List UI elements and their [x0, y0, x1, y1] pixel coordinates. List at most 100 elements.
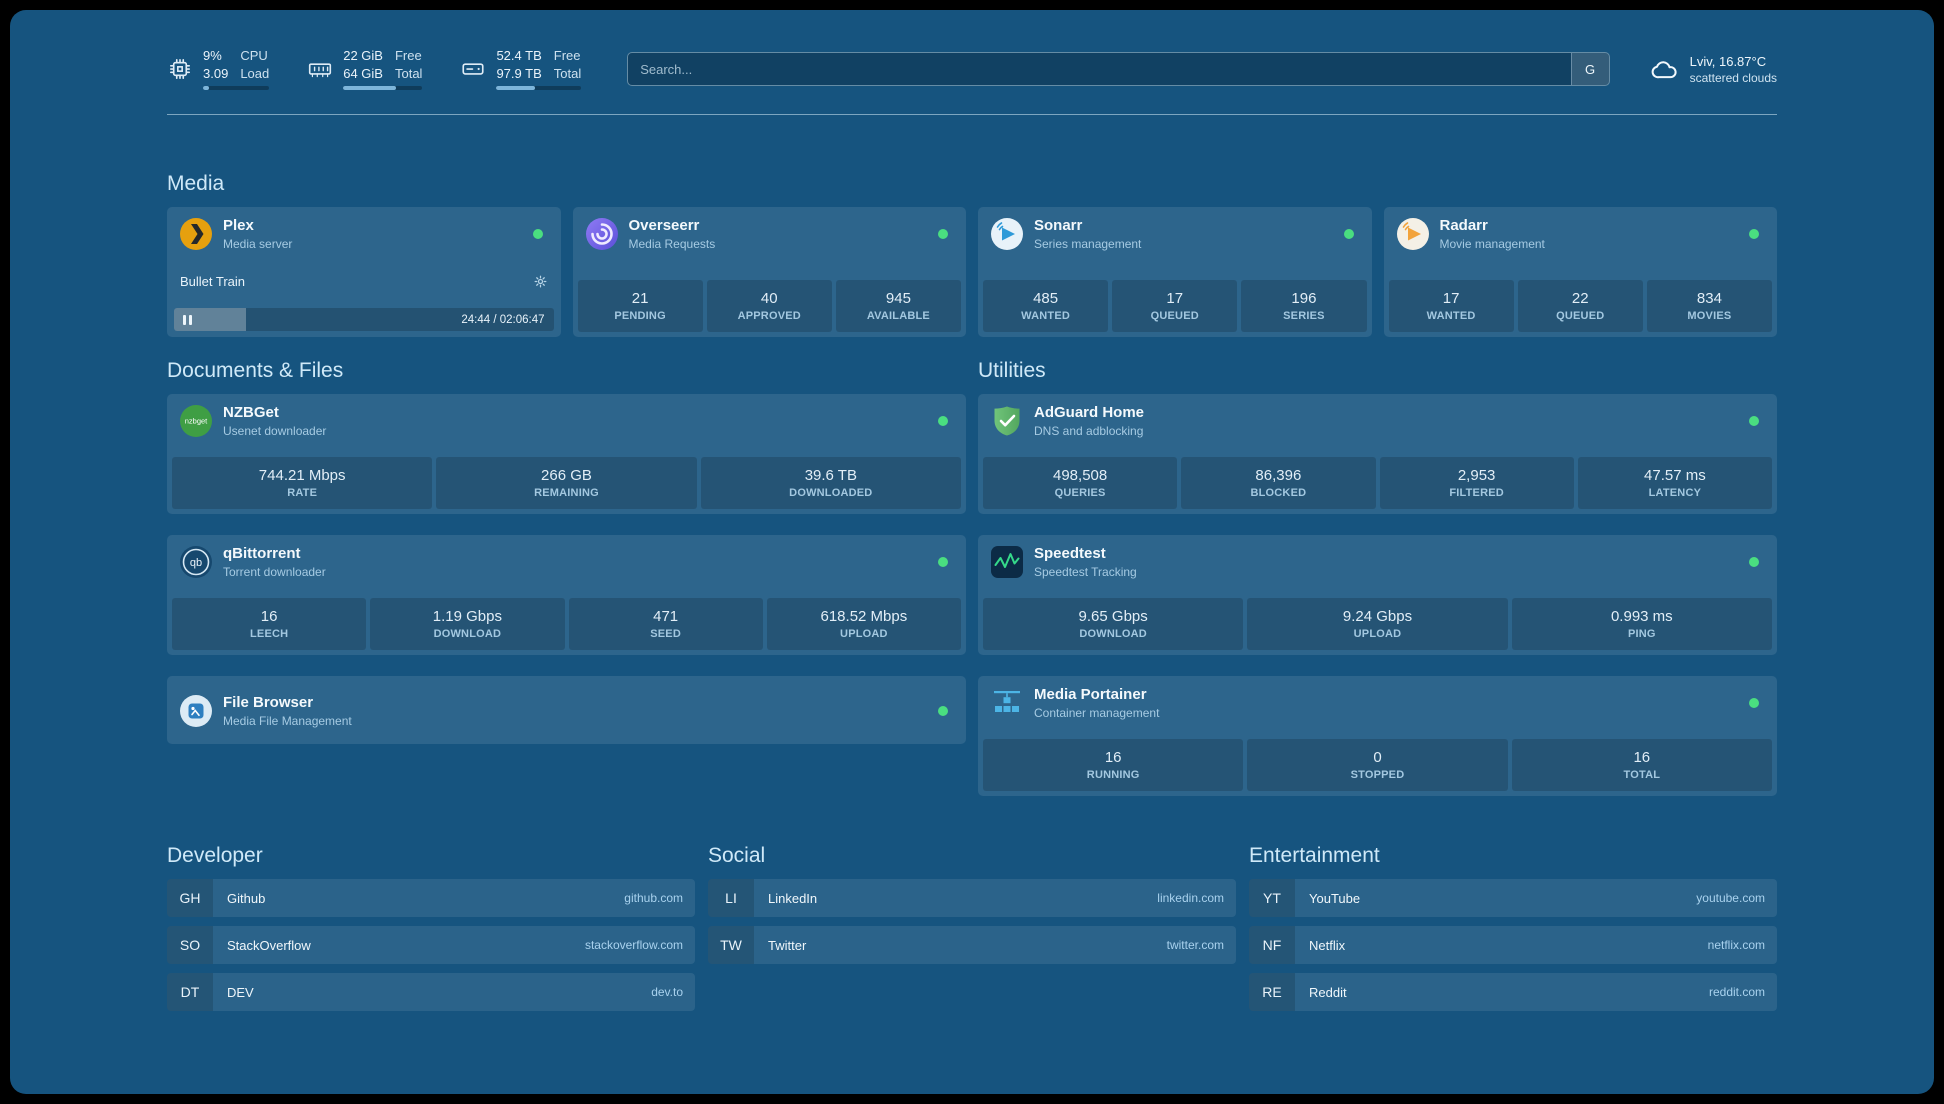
radarr-card-header: Radarr Movie management: [1389, 212, 1773, 254]
stat-value: 945: [885, 290, 911, 307]
qbittorrent-card-header: qb qBittorrent Torrent downloader: [172, 540, 961, 582]
stat-block: 485 WANTED: [983, 280, 1109, 332]
nzbget-icon: nzbget: [179, 404, 213, 438]
sonarr-stats: 485 WANTED 17 QUEUED 196 SERIES: [983, 280, 1367, 332]
bookmark-dev[interactable]: DT DEV dev.to: [167, 973, 695, 1011]
service-card-sonarr[interactable]: Sonarr Series management 485 WANTED 17 Q…: [978, 207, 1372, 337]
disk-icon: [460, 56, 486, 82]
stat-label: QUERIES: [1054, 487, 1106, 499]
sonarr-card-header: Sonarr Series management: [983, 212, 1367, 254]
stat-value: 498,508: [1053, 467, 1108, 484]
stat-value: 17: [1166, 290, 1184, 307]
dashboard: 9% 3.09 CPU Load: [10, 10, 1934, 1094]
service-card-radarr[interactable]: Radarr Movie management 17 WANTED 22 QUE…: [1383, 207, 1777, 337]
section-title-entertainment: Entertainment: [1249, 844, 1380, 867]
service-card-speedtest[interactable]: Speedtest Speedtest Tracking 9.65 Gbps D…: [978, 535, 1777, 655]
stat-block: 17 QUEUED: [1112, 280, 1238, 332]
stat-block: 744.21 Mbps RATE: [172, 457, 433, 509]
portainer-meta: Media Portainer Container management: [1034, 686, 1159, 719]
service-card-nzbget[interactable]: nzbget NZBGet Usenet downloader 744.21 M…: [167, 394, 966, 514]
section-utilities: Utilities AdGuard Home DNS and adblockin…: [978, 359, 1777, 796]
service-subtitle: Container management: [1034, 705, 1160, 720]
service-name: Media Portainer: [1034, 686, 1147, 704]
memory-free-value: 22 GiB: [343, 48, 383, 64]
stat-label: QUEUED: [1556, 310, 1605, 322]
resource-widgets: 9% 3.09 CPU Load: [167, 48, 582, 90]
section-title-documents: Documents & Files: [167, 359, 344, 382]
search-provider-button[interactable]: G: [1570, 53, 1609, 85]
radarr-stats: 17 WANTED 22 QUEUED 834 MOVIES: [1388, 280, 1773, 332]
stat-block: 22 QUEUED: [1517, 280, 1643, 332]
service-subtitle: DNS and adblocking: [1034, 423, 1144, 438]
stat-label: PING: [1627, 628, 1656, 640]
stat-block: 47.57 ms LATENCY: [1577, 457, 1772, 509]
stat-label: LATENCY: [1648, 487, 1702, 499]
filebrowser-card-header: File Browser Media File Management: [172, 689, 961, 731]
bookmark-twitter[interactable]: TW Twitter twitter.com: [708, 926, 1236, 964]
service-name: NZBGet: [223, 404, 279, 422]
service-subtitle: Usenet downloader: [223, 423, 327, 438]
memory-icon: [307, 56, 333, 82]
memory-total-value: 64 GiB: [343, 65, 383, 81]
stat-value: 0: [1373, 749, 1382, 766]
adguard-stats: 498,508 QUERIES 86,396 BLOCKED 2,953 FIL…: [983, 457, 1772, 509]
bookmark-reddit[interactable]: RE Reddit reddit.com: [1249, 973, 1777, 1011]
stat-label: REMAINING: [534, 487, 599, 499]
stat-value: 86,396: [1255, 467, 1302, 484]
service-subtitle: Series management: [1034, 236, 1142, 251]
bookmark-url: twitter.com: [1166, 938, 1224, 952]
stat-value: 16: [1104, 749, 1122, 766]
stat-label: PENDING: [614, 310, 666, 322]
stat-value: 40: [760, 290, 778, 307]
top-bar: 9% 3.09 CPU Load: [167, 46, 1777, 92]
service-card-filebrowser[interactable]: File Browser Media File Management: [167, 676, 966, 744]
weather-location: Lviv, 16.87°C: [1689, 53, 1767, 69]
stat-value: 9.65 Gbps: [1078, 608, 1148, 625]
bookmark-name: LinkedIn: [768, 890, 818, 906]
svg-text:qb: qb: [190, 557, 202, 569]
bookmark-abbr: YT: [1249, 879, 1295, 917]
sonarr-icon: [990, 217, 1024, 251]
bookmark-linkedin[interactable]: LI LinkedIn linkedin.com: [708, 879, 1236, 917]
bookmark-youtube[interactable]: YT YouTube youtube.com: [1249, 879, 1777, 917]
disk-resource-widget: 52.4 TB 97.9 TB Free Total: [460, 48, 582, 90]
service-card-plex[interactable]: Plex Media server Bullet Train 24:44 / 0…: [167, 207, 561, 337]
stat-block: 0 STOPPED: [1247, 739, 1508, 791]
stat-label: DOWNLOAD: [1079, 628, 1147, 640]
stat-value: 21: [631, 290, 649, 307]
disk-stats: 52.4 TB 97.9 TB Free Total: [496, 48, 582, 90]
service-card-adguard[interactable]: AdGuard Home DNS and adblocking 498,508 …: [978, 394, 1777, 514]
section-title-media: Media: [167, 172, 225, 195]
bookmark-group-entertainment: Entertainment YT YouTube youtube.com NF …: [1249, 844, 1777, 1011]
radarr-icon: [1396, 217, 1430, 251]
service-card-portainer[interactable]: Media Portainer Container management 16 …: [978, 676, 1777, 796]
plex-card-header: Plex Media server: [172, 212, 556, 254]
overseerr-stats: 21 PENDING 40 APPROVED 945 AVAILABLE: [577, 280, 962, 332]
bookmark-abbr: SO: [167, 926, 213, 964]
weather-condition: scattered clouds: [1689, 70, 1777, 85]
stat-block: 266 GB REMAINING: [436, 457, 697, 509]
stat-label: UPLOAD: [1353, 628, 1402, 640]
plex-progress-bar[interactable]: 24:44 / 02:06:47: [174, 308, 554, 331]
weather-text: Lviv, 16.87°C scattered clouds: [1690, 54, 1777, 85]
section-title-utilities: Utilities: [978, 359, 1046, 382]
cpu-icon: [167, 56, 193, 82]
weather-widget: Lviv, 16.87°C scattered clouds: [1650, 54, 1777, 85]
cpu-load-value: 3.09: [203, 65, 229, 81]
stat-label: STOPPED: [1350, 769, 1405, 781]
overseerr-icon: [585, 217, 619, 251]
disk-free-value: 52.4 TB: [496, 48, 542, 64]
stat-label: APPROVED: [737, 310, 801, 322]
bookmark-netflix[interactable]: NF Netflix netflix.com: [1249, 926, 1777, 964]
stat-label: UPLOAD: [840, 628, 888, 640]
gear-icon[interactable]: [533, 274, 548, 289]
stat-value: 16: [1633, 749, 1651, 766]
service-card-qbittorrent[interactable]: qb qBittorrent Torrent downloader 16 LEE…: [167, 535, 966, 655]
bookmark-github[interactable]: GH Github github.com: [167, 879, 695, 917]
cpu-usage-bar-fill: [203, 85, 209, 90]
search-input[interactable]: [627, 52, 1610, 86]
pause-icon[interactable]: [183, 314, 192, 325]
bookmark-stackoverflow[interactable]: SO StackOverflow stackoverflow.com: [167, 926, 695, 964]
service-card-overseerr[interactable]: Overseerr Media Requests 21 PENDING 40 A…: [572, 207, 966, 337]
status-dot: [1343, 229, 1354, 239]
